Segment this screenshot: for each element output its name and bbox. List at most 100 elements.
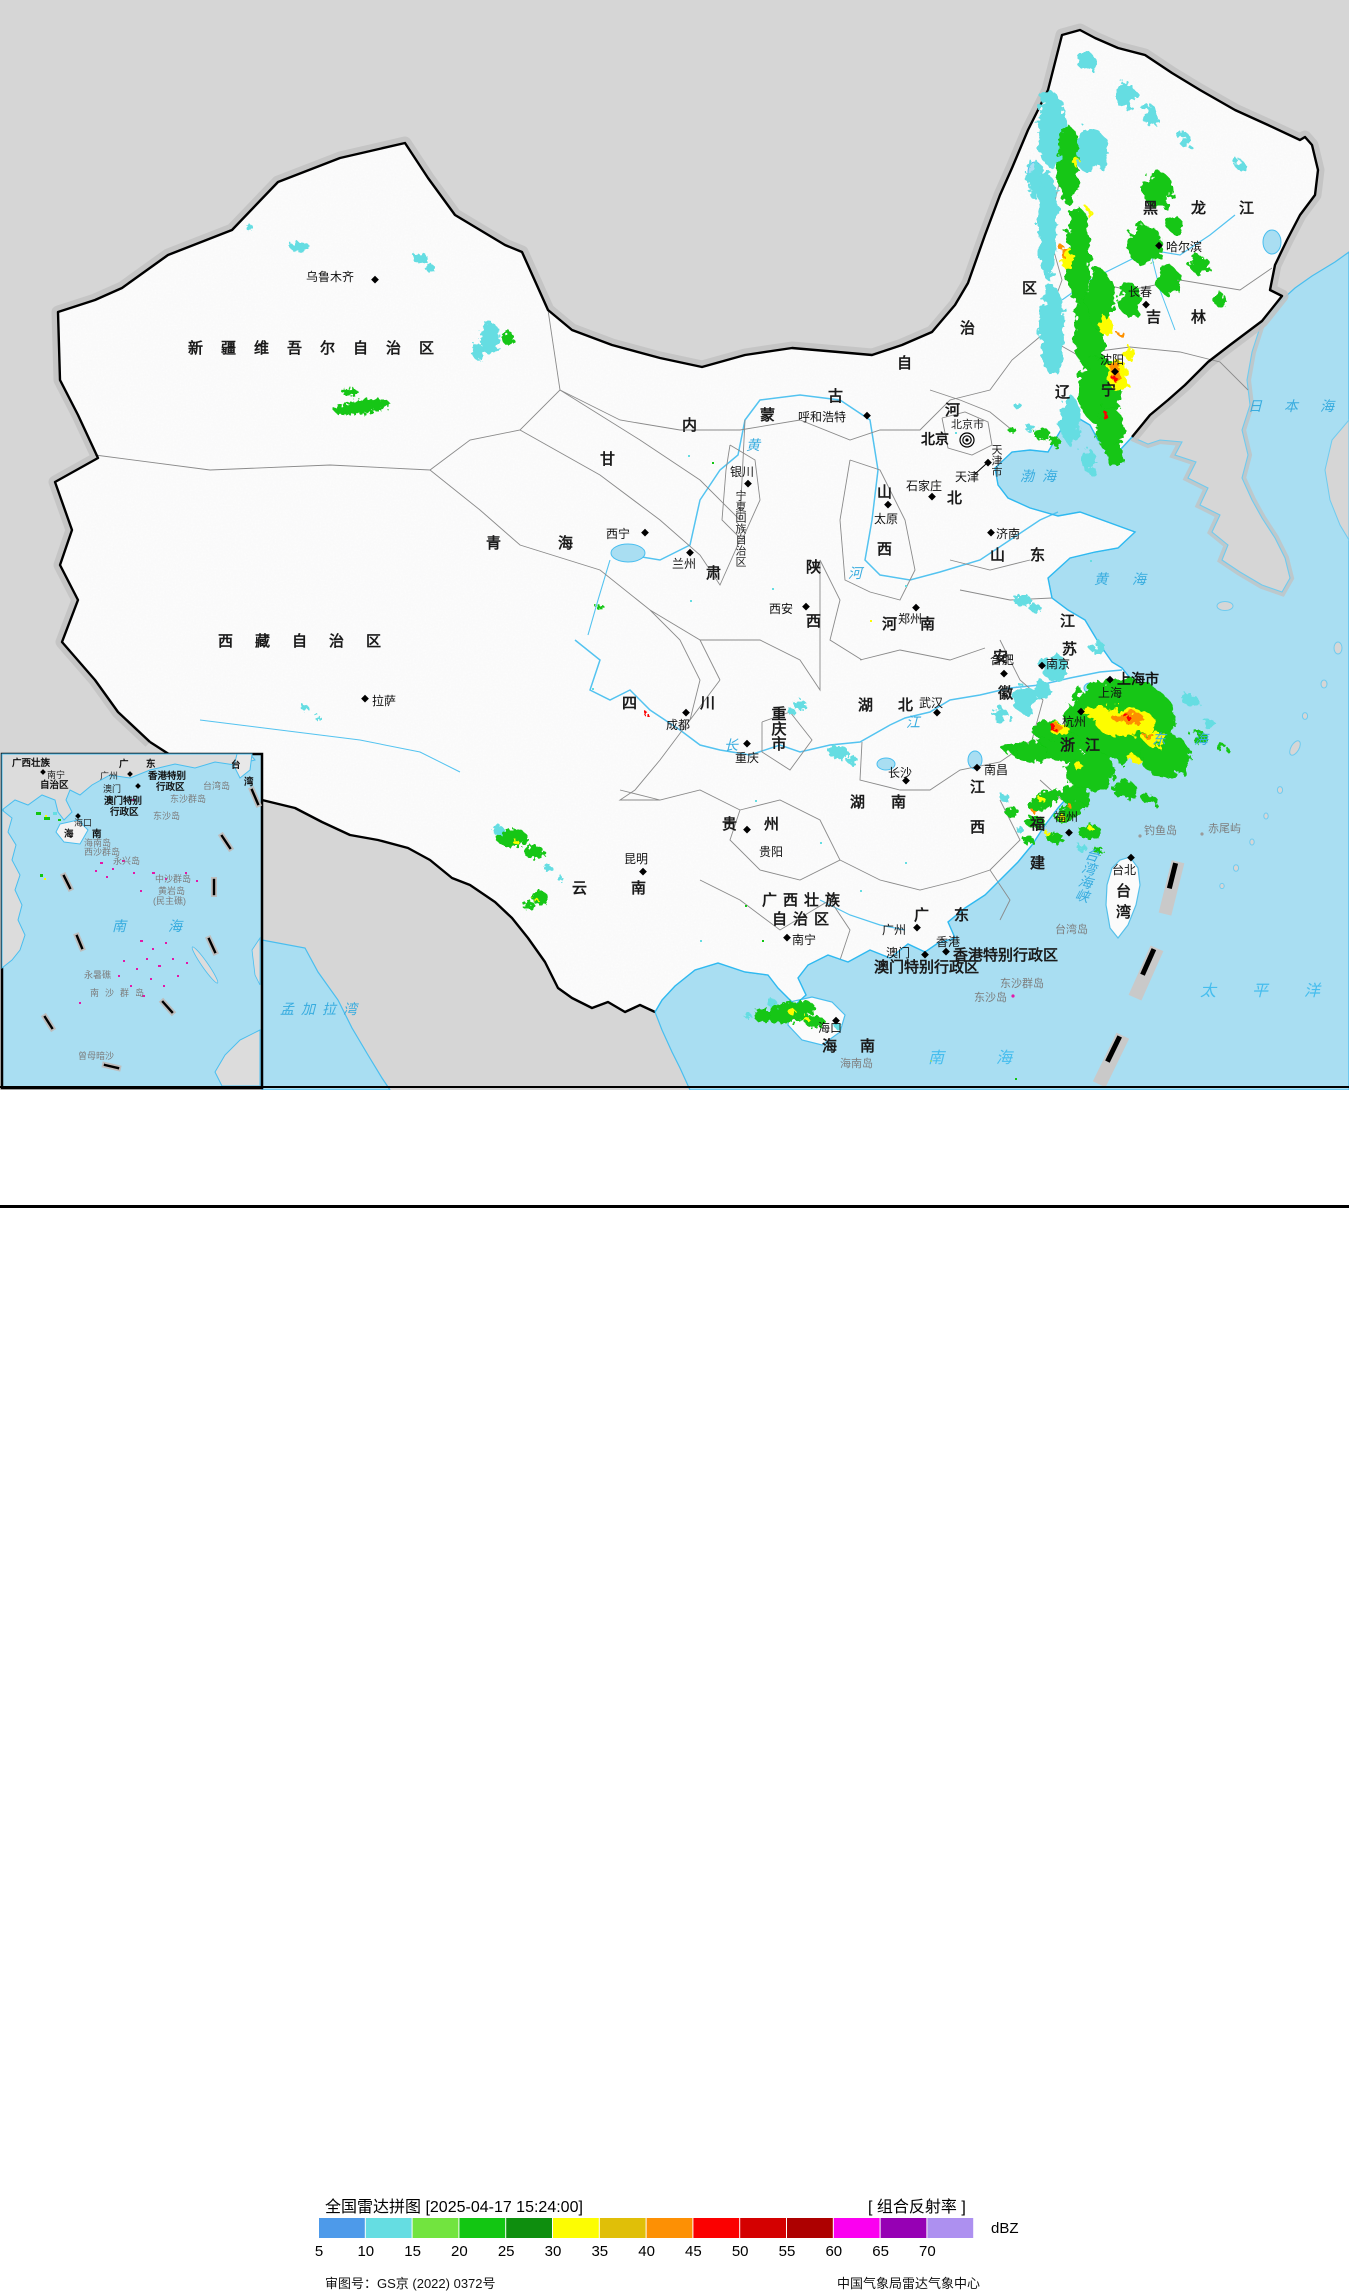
prov-guangxi-2: 自治区 bbox=[772, 910, 835, 928]
prov-neimenggu-2: 蒙 bbox=[760, 406, 775, 424]
city-tianjinshi: 天津市 bbox=[990, 444, 1003, 478]
prov-shanxi-2: 西 bbox=[877, 541, 892, 558]
prov-liaoning-1: 辽 bbox=[1055, 384, 1070, 401]
tick-65: 65 bbox=[872, 2243, 889, 2260]
inset-minzhujiao: (民主礁) bbox=[153, 895, 186, 906]
prov-henan: 河南 bbox=[882, 615, 958, 633]
swatch-5 bbox=[319, 2218, 365, 2238]
tick-5: 5 bbox=[314, 2243, 324, 2260]
prov-heilongjiang: 黑龙江 bbox=[1143, 199, 1287, 217]
inset-aomen: 澳门 bbox=[103, 783, 121, 794]
prov-neimenggu-6: 区 bbox=[1022, 280, 1037, 297]
inset-hk-2: 行政区 bbox=[155, 781, 185, 793]
label-taiwandao: 台湾岛 bbox=[1055, 922, 1088, 936]
tick-55: 55 bbox=[778, 2243, 796, 2260]
inset-dongshadao: 东沙岛 bbox=[153, 810, 180, 821]
prov-hebei-2: 北 bbox=[947, 490, 962, 507]
tick-20: 20 bbox=[451, 2243, 468, 2260]
prov-anhui-1: 安 bbox=[993, 648, 1008, 666]
city-guiyang: 贵阳 bbox=[759, 845, 783, 859]
map-title: 全国雷达拼图 [2025-04-17 15:24:00] bbox=[325, 2199, 583, 2216]
city-jinan: 济南 bbox=[996, 526, 1020, 541]
radar-echo-fujian bbox=[1000, 788, 1103, 854]
prov-gansu-1: 甘 bbox=[600, 450, 615, 468]
swatch-25 bbox=[506, 2218, 552, 2238]
inset-taiwan-1: 台 bbox=[231, 759, 241, 771]
legend-unit: dBZ bbox=[991, 2220, 1019, 2237]
inset-yongshujiao: 永暑礁 bbox=[84, 969, 111, 980]
sea-label-nanhai: 南海 bbox=[928, 1049, 1064, 1067]
swatch-35 bbox=[599, 2218, 646, 2238]
city-shanghaishi: 上海市 bbox=[1117, 671, 1159, 687]
prov-guangxi-1: 广西壮族 bbox=[762, 891, 846, 909]
inset-guangzhou: 广州 bbox=[100, 770, 118, 781]
city-tianjin: 天津 bbox=[955, 470, 979, 484]
swatch-15 bbox=[412, 2218, 459, 2238]
swatch-50 bbox=[740, 2218, 786, 2238]
label-chiweiyu: 赤尾屿 bbox=[1208, 822, 1241, 835]
city-nanjing: 南京 bbox=[1046, 656, 1070, 671]
label-dongshadao: 东沙岛 bbox=[974, 990, 1007, 1004]
city-lanzhou: 兰州 bbox=[672, 557, 696, 571]
prov-hubei: 湖北 bbox=[858, 697, 938, 714]
legend-area: 全国雷达拼图 [2025-04-17 15:24:00] [ 组合反射率 ] d… bbox=[0, 1090, 1349, 2291]
city-beijingshi: 北京市 bbox=[951, 417, 984, 431]
inset-haikou: 海口 bbox=[74, 817, 92, 828]
prov-mosar: 澳门特别行政区 bbox=[874, 958, 979, 976]
swatch-65 bbox=[880, 2218, 927, 2238]
city-aomen: 澳门 bbox=[886, 945, 910, 960]
beijing-bullseye bbox=[959, 432, 975, 448]
city-nanchang: 南昌 bbox=[984, 762, 1008, 777]
prov-shaanxi-1: 陕 bbox=[806, 558, 821, 576]
radar-echo-eastcoast bbox=[992, 642, 1227, 805]
radar-echo-hainan bbox=[744, 999, 842, 1029]
inset-huangyandao: 黄岩岛 bbox=[158, 885, 185, 896]
inset-dongshaqundao: 东沙群岛 bbox=[170, 793, 206, 804]
inset-taiwan bbox=[233, 753, 253, 779]
prov-hunan: 湖南 bbox=[850, 793, 932, 811]
city-fuzhou: 福州 bbox=[1054, 809, 1078, 824]
swatch-60 bbox=[833, 2218, 880, 2238]
inset-nanshaqundao: 南沙群岛 bbox=[90, 987, 150, 998]
radar-map: 渤海 黄海 东海 日本海 南海 太平洋 孟加拉湾 台湾海峡 黄 河 长 江 新疆… bbox=[0, 0, 1349, 1091]
inset-dash-line bbox=[40, 786, 262, 1072]
nine-dash-line bbox=[1092, 860, 1185, 1088]
prov-gansu-2: 肃 bbox=[706, 564, 721, 582]
swatch-45 bbox=[693, 2218, 740, 2238]
agency-name: 中国气象局雷达气象中心 bbox=[836, 2276, 980, 2291]
national-border bbox=[53, 28, 1320, 743]
tick-15: 15 bbox=[404, 2243, 421, 2260]
tick-50: 50 bbox=[731, 2243, 749, 2260]
sea-label-japansea: 日本海 bbox=[1248, 398, 1349, 414]
inset-guangdong-1: 广 bbox=[119, 758, 129, 770]
city-kunming: 昆明 bbox=[624, 852, 648, 866]
swatch-10 bbox=[365, 2218, 412, 2238]
inset-philippines bbox=[251, 936, 261, 986]
city-shijiazhuang: 石家庄 bbox=[906, 478, 942, 493]
jeju-island bbox=[1216, 601, 1234, 611]
label-diaoyudao: 钓鱼岛 bbox=[1144, 823, 1177, 837]
swatch-20 bbox=[459, 2218, 506, 2238]
city-shanghai: 上海 bbox=[1098, 685, 1122, 700]
city-zhengzhou: 郑州 bbox=[898, 611, 922, 626]
city-hefei: 合肥 bbox=[990, 652, 1014, 667]
prov-yunnan: 云南 bbox=[572, 879, 690, 897]
radar-echo-northeast bbox=[1027, 50, 1245, 474]
prov-jilin: 吉林 bbox=[1146, 308, 1236, 326]
tick-30: 30 bbox=[544, 2243, 562, 2260]
tick-60: 60 bbox=[825, 2243, 843, 2260]
city-xianggang: 香港 bbox=[936, 935, 960, 949]
radar-speckles bbox=[592, 432, 1092, 1080]
inset-gxzz-1: 广西壮族 bbox=[12, 757, 51, 769]
prov-fujian-2: 建 bbox=[1030, 854, 1046, 872]
city-shenyang: 沈阳 bbox=[1100, 352, 1124, 367]
prov-xizang: 西藏自治区 bbox=[218, 632, 403, 650]
inset-hk-1: 香港特别 bbox=[147, 770, 186, 782]
prov-jiangxi-1: 江 bbox=[970, 778, 985, 796]
city-guangzhou: 广州 bbox=[882, 923, 906, 937]
sea-label-huanghai: 黄海 bbox=[1094, 571, 1170, 587]
map-bottom-border bbox=[0, 1086, 1349, 1088]
swatch-55 bbox=[787, 2218, 833, 2238]
inset-taiwan-2: 湾 bbox=[244, 776, 254, 788]
